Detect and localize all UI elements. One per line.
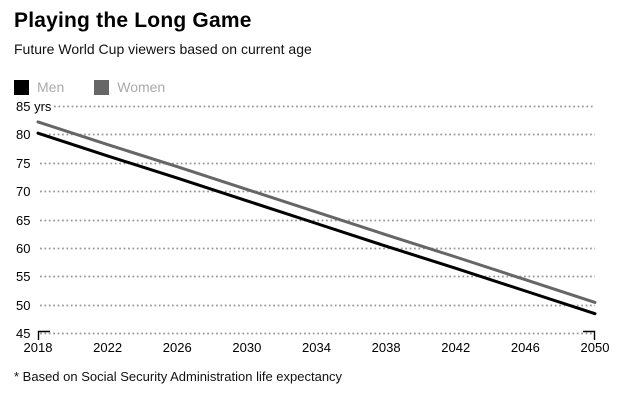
x-axis-left-tick [37, 330, 50, 340]
x-tick-label: 2038 [372, 340, 401, 355]
y-tick-label: 70 [16, 184, 30, 199]
legend-item-men: Men [14, 79, 64, 95]
x-tick-label: 2022 [93, 340, 122, 355]
y-tick-label: 50 [16, 298, 30, 313]
x-tick-label: 2034 [302, 340, 331, 355]
y-tick-label: 45 [16, 326, 30, 341]
legend-swatch-women [94, 79, 110, 95]
chart-title: Playing the Long Game [14, 9, 252, 32]
x-tick-label: 2050 [581, 340, 610, 355]
y-tick-label: 75 [16, 156, 30, 171]
y-tick-label: 60 [16, 241, 30, 256]
legend-item-women: Women [94, 79, 165, 95]
legend-label-men: Men [37, 79, 65, 95]
women-line [36, 120, 597, 304]
y-tick-label: 80 [16, 127, 30, 142]
x-tick-label: 2018 [24, 340, 53, 355]
chart-legend: Men Women [14, 79, 165, 95]
legend-swatch-men [14, 79, 29, 95]
x-tick-label: 2030 [232, 340, 261, 355]
men-line [36, 131, 597, 316]
footnote: * Based on Social Security Administratio… [14, 369, 343, 384]
x-tick-label: 2026 [163, 340, 192, 355]
y-tick-label: 85 yrs [16, 99, 52, 114]
y-tick-label: 65 [16, 213, 30, 228]
legend-label-women: Women [117, 79, 166, 95]
x-tick-label: 2046 [511, 340, 540, 355]
y-tick-label: 55 [16, 269, 30, 284]
chart-subtitle: Future World Cup viewers based on curren… [14, 41, 312, 57]
x-tick-label: 2042 [441, 340, 470, 355]
x-axis-right-tick [583, 330, 596, 340]
